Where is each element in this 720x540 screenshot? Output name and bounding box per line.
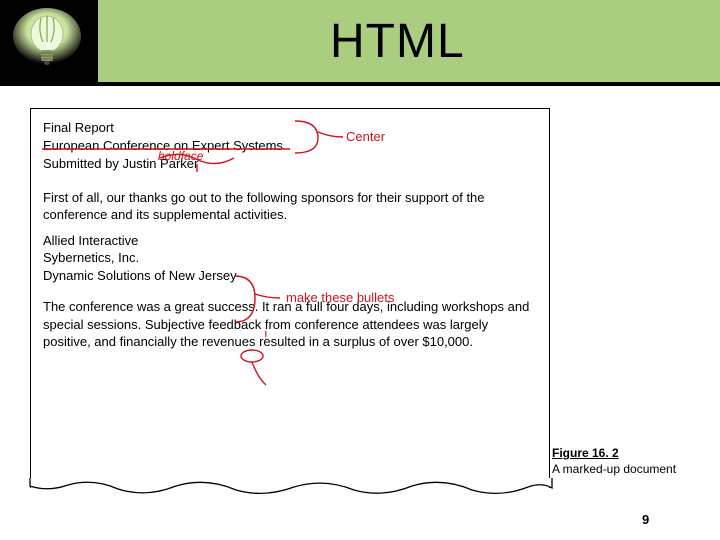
figure-caption-text: A marked-up document — [552, 462, 676, 476]
list-item: Dynamic Solutions of New Jersey — [43, 267, 537, 285]
doc-line-1: Final Report — [43, 119, 537, 137]
header-underline — [0, 82, 720, 86]
marked-up-document: Final Report European Conference on Expe… — [30, 108, 550, 488]
doc-paragraph-1: First of all, our thanks go out to the f… — [43, 189, 537, 224]
lightbulb-icon — [8, 6, 86, 78]
torn-paper-edge — [28, 478, 554, 500]
doc-list: Allied Interactive Sybernetics, Inc. Dyn… — [43, 232, 537, 285]
page-title: HTML — [330, 14, 465, 69]
header: HTML — [0, 0, 720, 92]
doc-paragraph-2: The conference was a great success. It r… — [43, 298, 537, 351]
list-item: Allied Interactive — [43, 232, 537, 250]
page-number: 9 — [642, 512, 649, 527]
doc-line-3: Submitted by Justin Parker — [43, 155, 537, 173]
figure-number: Figure 16. 2 — [552, 446, 619, 460]
doc-line-2: European Conference on Expert Systems — [43, 137, 537, 155]
list-item: Sybernetics, Inc. — [43, 249, 537, 267]
figure-caption: Figure 16. 2 A marked-up document — [552, 446, 676, 477]
